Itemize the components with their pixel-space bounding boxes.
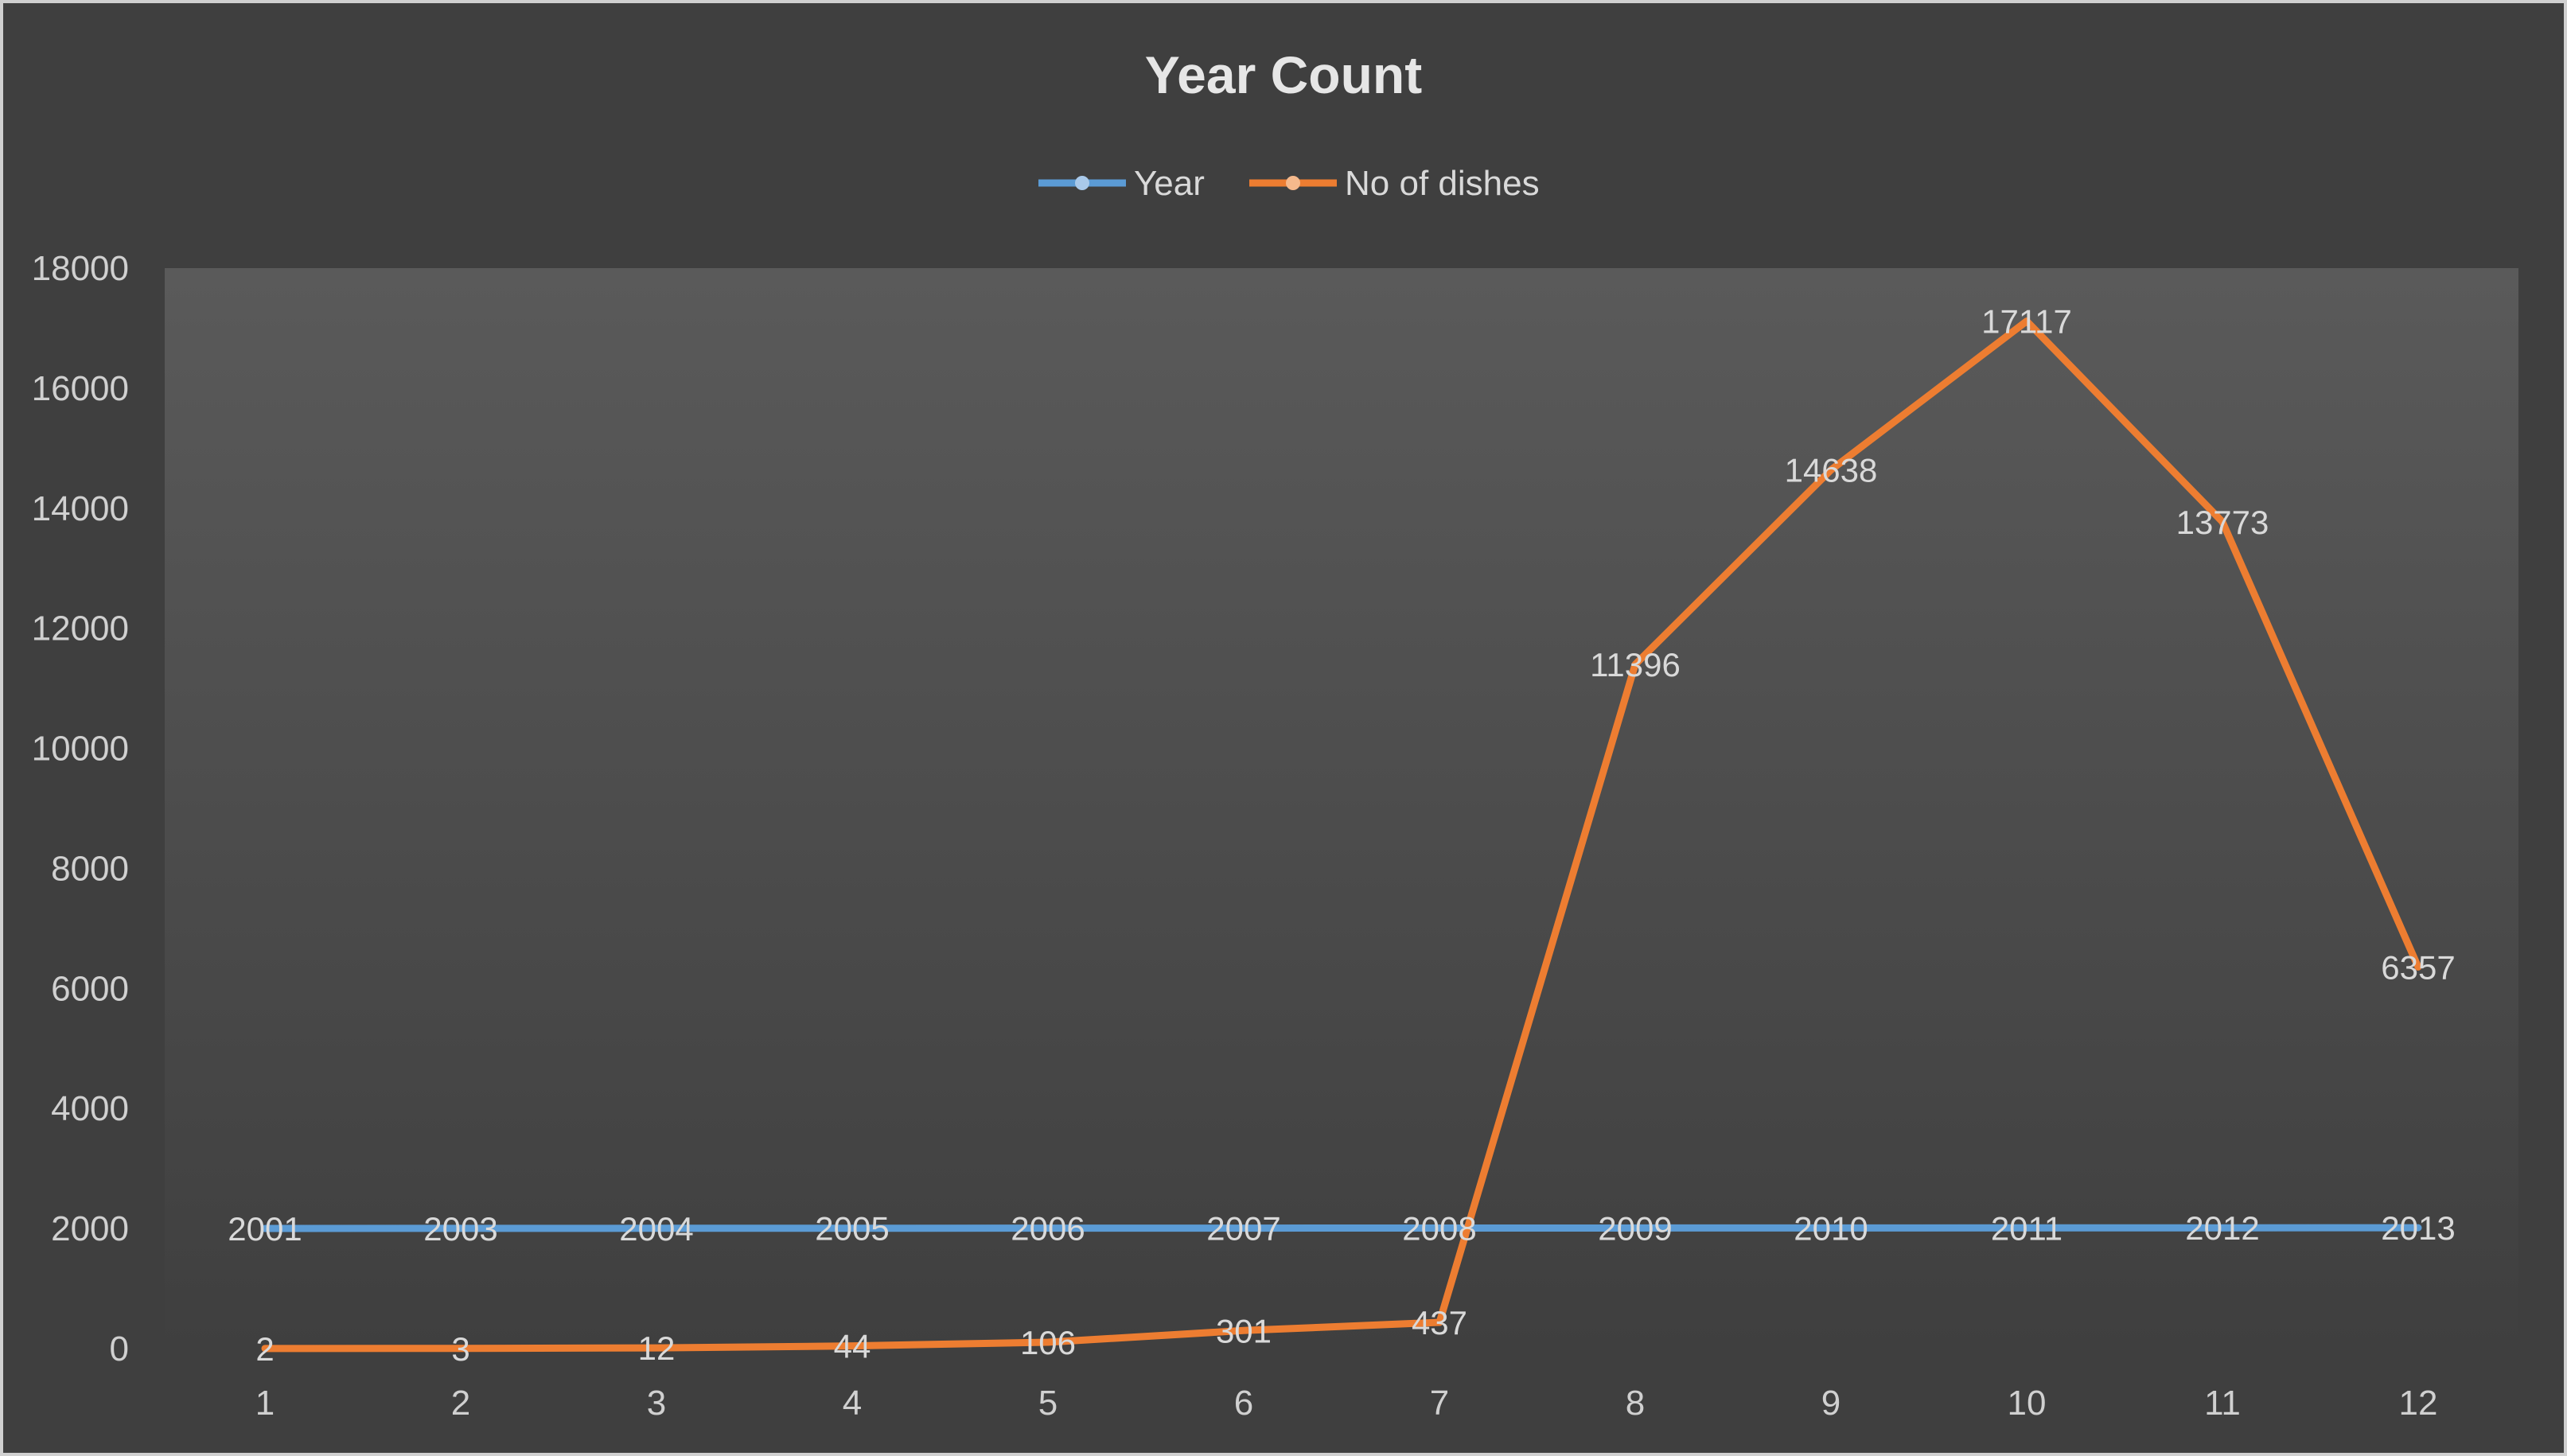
chart-title: Year Count xyxy=(1145,45,1422,104)
x-tick-label: 10 xyxy=(2008,1384,2047,1423)
y-tick-label: 14000 xyxy=(32,489,129,528)
data-label-year: 2012 xyxy=(2185,1209,2259,1247)
legend-dishes-label: No of dishes xyxy=(1345,164,1540,203)
x-tick-label: 1 xyxy=(255,1384,275,1423)
x-tick-label: 9 xyxy=(1821,1384,1841,1423)
data-label-no-of-dishes: 301 xyxy=(1216,1312,1272,1349)
x-axis: 1 2 3 4 5 6 7 8 9 10 11 12 xyxy=(255,1384,2438,1423)
x-tick-label: 8 xyxy=(1626,1384,1645,1423)
data-label-no-of-dishes: 11396 xyxy=(1590,646,1681,683)
y-tick-label: 4000 xyxy=(51,1089,129,1128)
data-label-no-of-dishes: 13773 xyxy=(2176,504,2269,541)
x-tick-label: 4 xyxy=(843,1384,862,1423)
y-tick-label: 12000 xyxy=(32,609,129,648)
data-label-year: 2013 xyxy=(2381,1209,2455,1247)
data-label-year: 2003 xyxy=(423,1210,497,1248)
data-label-year: 2004 xyxy=(619,1210,693,1248)
y-tick-label: 10000 xyxy=(32,730,129,769)
legend-year-label: Year xyxy=(1134,164,1205,203)
data-label-year: 2007 xyxy=(1206,1210,1280,1248)
data-label-no-of-dishes: 2 xyxy=(255,1330,274,1368)
data-label-year: 2005 xyxy=(815,1210,889,1248)
data-labels: 2001 2003 2004 2005 2006 2007 2008 2009 2010 2011… xyxy=(228,303,2455,1368)
data-label-no-of-dishes: 17117 xyxy=(1981,303,2072,341)
series-layer xyxy=(261,317,2422,1353)
x-tick-label: 5 xyxy=(1038,1384,1058,1423)
data-label-year: 2009 xyxy=(1598,1209,1672,1247)
legend-year-marker xyxy=(1075,176,1089,190)
legend-item-no-of-dishes: No of dishes xyxy=(1249,164,1540,203)
y-tick-label: 0 xyxy=(110,1329,129,1368)
series-line-no-of-dishes xyxy=(261,317,2422,1353)
y-tick-label: 8000 xyxy=(51,849,129,888)
data-label-no-of-dishes: 12 xyxy=(638,1329,676,1367)
x-tick-label: 6 xyxy=(1234,1384,1253,1423)
x-tick-label: 12 xyxy=(2399,1384,2438,1423)
x-tick-label: 11 xyxy=(2204,1384,2241,1423)
y-tick-label: 6000 xyxy=(51,969,129,1008)
y-tick-label: 2000 xyxy=(51,1209,129,1248)
data-label-year: 2001 xyxy=(228,1210,302,1248)
data-label-no-of-dishes: 106 xyxy=(1020,1324,1076,1361)
data-label-no-of-dishes: 14638 xyxy=(1785,452,1878,489)
legend-item-year: Year xyxy=(1038,164,1205,203)
y-axis: 0 2000 4000 6000 8000 10000 12000 14000 16000 180… xyxy=(32,249,129,1368)
legend: Year No of dishes xyxy=(1038,164,1540,203)
x-tick-label: 2 xyxy=(451,1384,470,1423)
data-label-year: 2008 xyxy=(1402,1210,1476,1248)
plot-area xyxy=(165,268,2518,1349)
x-tick-label: 3 xyxy=(647,1384,666,1423)
data-label-no-of-dishes: 437 xyxy=(1412,1304,1467,1341)
data-label-no-of-dishes: 3 xyxy=(451,1330,469,1368)
data-label-year: 2006 xyxy=(1011,1210,1085,1248)
data-label-year: 2011 xyxy=(1991,1209,2063,1247)
data-label-no-of-dishes: 6357 xyxy=(2381,948,2455,986)
x-tick-label: 7 xyxy=(1430,1384,1449,1423)
data-label-year: 2010 xyxy=(1794,1209,1868,1247)
y-tick-label: 18000 xyxy=(32,249,129,288)
legend-dishes-marker xyxy=(1286,176,1300,190)
y-tick-label: 16000 xyxy=(32,369,129,408)
data-label-no-of-dishes: 44 xyxy=(834,1328,871,1365)
